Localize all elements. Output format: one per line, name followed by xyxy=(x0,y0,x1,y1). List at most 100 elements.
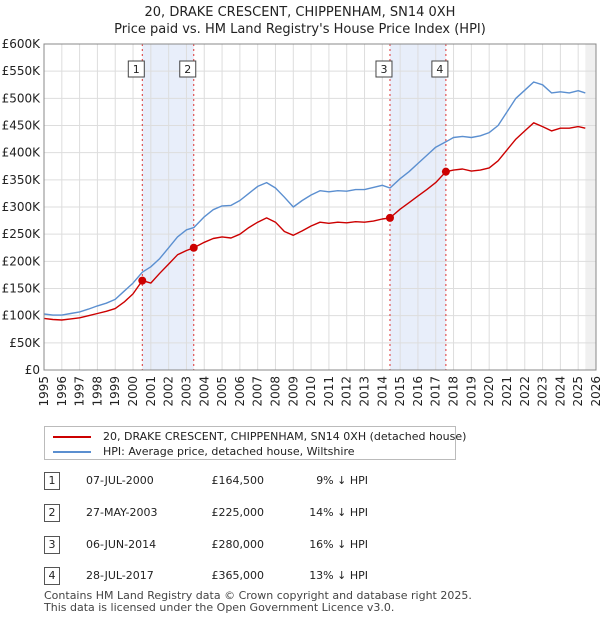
y-tick-label: £100K xyxy=(2,309,42,323)
x-tick-label: 2005 xyxy=(215,376,229,407)
y-tick-label: £0 xyxy=(25,363,40,377)
x-tick-label: 2011 xyxy=(322,376,336,407)
axes: £0 £50K £100K £150K £200K £250K £300K £350K £400… xyxy=(2,37,600,407)
sale-marker: 4 xyxy=(431,60,449,78)
sale-row: 2 27-MAY-2003 £225,000 14% ↓ HPI xyxy=(44,504,404,522)
sale-marker-box xyxy=(179,60,197,78)
sale-date: 06-JUN-2014 xyxy=(86,538,157,551)
x-tick-label: 2024 xyxy=(553,376,567,407)
x-tick-label: 2018 xyxy=(447,376,461,407)
x-tick-label: 2007 xyxy=(251,376,265,407)
legend-label-property: 20, DRAKE CRESCENT, CHIPPENHAM, SN14 0XH… xyxy=(103,430,467,443)
x-tick-label: 1997 xyxy=(73,376,87,407)
price-chart: 20, DRAKE CRESCENT, CHIPPENHAM, SN14 0XH… xyxy=(2,5,600,407)
sale-marker-box xyxy=(431,60,449,78)
sale-row: 4 28-JUL-2017 £365,000 13% ↓ HPI xyxy=(44,567,404,585)
x-tick-label: 1996 xyxy=(55,376,69,407)
sale-marker-label: 3 xyxy=(380,63,387,76)
sale-price: £164,500 xyxy=(211,474,265,487)
x-tick-label: 2006 xyxy=(233,376,247,407)
sale-hpi-diff: 9% ↓ HPI xyxy=(316,474,368,487)
x-tick-label: 2021 xyxy=(500,376,514,407)
x-tick-label: 2000 xyxy=(126,376,140,407)
sale-number-badge: 4 xyxy=(44,567,60,585)
sale-price: £365,000 xyxy=(211,569,265,582)
plot-frame xyxy=(43,43,597,371)
x-tick-label: 2008 xyxy=(268,376,282,407)
legend-swatch-property xyxy=(53,435,91,438)
x-tick-label: 2002 xyxy=(162,376,176,407)
y-tick-label: £150K xyxy=(2,282,42,296)
legend: 20, DRAKE CRESCENT, CHIPPENHAM, SN14 0XH… xyxy=(44,426,466,460)
x-tick-label: 2004 xyxy=(197,376,211,407)
x-tick-label: 2010 xyxy=(304,376,318,407)
x-tick-label: 2014 xyxy=(375,376,389,407)
footer-licence: This data is licensed under the Open Gov… xyxy=(44,601,395,614)
sale-row: 3 06-JUN-2014 £280,000 16% ↓ HPI xyxy=(44,536,404,554)
x-tick-label: 2022 xyxy=(518,376,532,407)
x-tick-label: 1998 xyxy=(90,376,104,407)
legend-item-hpi: HPI: Average price, detached house, Wilt… xyxy=(53,444,355,459)
x-tick-label: 2009 xyxy=(286,376,300,407)
sale-points xyxy=(138,167,450,285)
y-tick-label: £300K xyxy=(2,200,42,214)
sale-price: £280,000 xyxy=(211,538,265,551)
y-tick-label: £400K xyxy=(2,146,42,160)
sale-number-badge: 1 xyxy=(44,472,60,490)
chart-title: 20, DRAKE CRESCENT, CHIPPENHAM, SN14 0XH xyxy=(145,5,456,20)
property-price-line xyxy=(43,122,586,321)
legend-item-property: 20, DRAKE CRESCENT, CHIPPENHAM, SN14 0XH… xyxy=(53,429,466,444)
y-tick-label: £50K xyxy=(9,336,41,350)
sale-hpi-diff: 16% ↓ HPI xyxy=(309,538,368,551)
chart-subtitle: Price paid vs. HM Land Registry's House … xyxy=(114,22,486,37)
sale-marker-label: 1 xyxy=(133,63,140,76)
sale-number-badge: 3 xyxy=(44,536,60,554)
y-tick-label: £250K xyxy=(2,227,42,241)
legend-swatch-hpi xyxy=(53,450,91,453)
y-tick-label: £550K xyxy=(2,64,42,78)
sale-date: 28-JUL-2017 xyxy=(86,569,154,582)
sale-hpi-diff: 13% ↓ HPI xyxy=(309,569,368,582)
x-tick-label: 2012 xyxy=(340,376,354,407)
sale-hpi-diff: 14% ↓ HPI xyxy=(309,506,368,519)
sale-marker-label: 4 xyxy=(436,63,443,76)
x-tick-label: 2001 xyxy=(144,376,158,407)
sale-point xyxy=(441,167,450,176)
sale-point xyxy=(189,243,198,252)
y-tick-label: £600K xyxy=(2,37,42,51)
sale-marker: 2 xyxy=(179,60,197,78)
sale-marker-box xyxy=(375,60,393,78)
y-tick-label: £200K xyxy=(2,254,42,268)
sale-marker-box xyxy=(127,60,145,78)
sale-date: 27-MAY-2003 xyxy=(86,506,158,519)
sale-marker: 3 xyxy=(375,60,393,78)
sale-marker-labels: 1 2 3 4 xyxy=(127,60,449,78)
y-tick-label: £350K xyxy=(2,173,42,187)
x-tick-label: 1995 xyxy=(37,376,51,407)
footer: Contains HM Land Registry data © Crown c… xyxy=(44,590,472,614)
x-tick-label: 2020 xyxy=(482,376,496,407)
sale-marker: 1 xyxy=(127,60,145,78)
grid xyxy=(43,43,597,371)
x-tick-label: 2015 xyxy=(393,376,407,407)
sale-marker-label: 2 xyxy=(184,63,191,76)
x-tick-label: 2023 xyxy=(536,376,550,407)
sale-marker-lines xyxy=(141,44,447,370)
x-tick-label: 2017 xyxy=(429,376,443,407)
y-tick-label: £500K xyxy=(2,91,42,105)
series-lines xyxy=(43,81,586,321)
x-tick-label: 2016 xyxy=(411,376,425,407)
x-tick-label: 2025 xyxy=(571,376,585,407)
sale-date: 07-JUL-2000 xyxy=(86,474,154,487)
x-tick-label: 1999 xyxy=(108,376,122,407)
footer-copyright: Contains HM Land Registry data © Crown c… xyxy=(44,589,472,602)
legend-label-hpi: HPI: Average price, detached house, Wilt… xyxy=(103,445,355,458)
x-tick-label: 2013 xyxy=(358,376,372,407)
hpi-line xyxy=(43,81,586,316)
sale-point xyxy=(385,213,394,222)
y-tick-label: £450K xyxy=(2,119,42,133)
sale-point xyxy=(138,276,147,285)
x-tick-label: 2019 xyxy=(464,376,478,407)
x-tick-label: 2026 xyxy=(589,376,600,407)
sale-row: 1 07-JUL-2000 £164,500 9% ↓ HPI xyxy=(44,472,404,490)
